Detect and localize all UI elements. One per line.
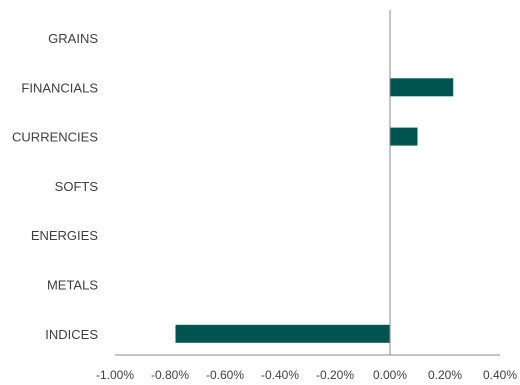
category-labels: GRAINS FINANCIALS CURRENCIES SOFTS ENERGIES M…: [12, 31, 98, 342]
category-label: ENERGIES: [31, 228, 99, 243]
x-tick-label: -0.20%: [316, 368, 354, 382]
category-label: FINANCIALS: [21, 80, 98, 95]
x-tick-label: -0.60%: [206, 368, 244, 382]
category-label: METALS: [47, 278, 98, 293]
x-tick-label: -0.80%: [151, 368, 189, 382]
category-label: CURRENCIES: [12, 130, 98, 145]
category-label: INDICES: [45, 327, 98, 342]
x-tick-labels: -1.00% -0.80% -0.60% -0.40% -0.20% 0.00% 0.20%…: [96, 368, 517, 382]
bar-financials: [390, 78, 454, 97]
x-tick-label: 0.20%: [428, 368, 462, 382]
bar-currencies: [390, 127, 418, 146]
category-label: SOFTS: [55, 179, 99, 194]
x-tick-label: 0.00%: [373, 368, 407, 382]
x-tick-label: -1.00%: [96, 368, 134, 382]
bars: [175, 78, 454, 343]
bar-indices: [175, 324, 390, 343]
x-tick-label: 0.40%: [483, 368, 517, 382]
category-label: GRAINS: [48, 31, 98, 46]
x-tick-label: -0.40%: [261, 368, 299, 382]
